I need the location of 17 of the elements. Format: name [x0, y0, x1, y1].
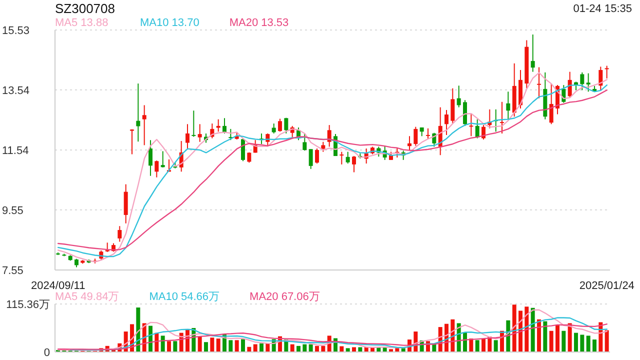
y-tick-label: 7.55 — [2, 265, 24, 277]
text: 01-24 15:35 — [573, 3, 632, 15]
text: MA5 13.88 — [55, 17, 110, 29]
text: MA20 13.53 — [229, 17, 289, 29]
text: MA10 54.66万 — [149, 290, 220, 304]
y-tick-label: 13.54 — [2, 84, 30, 97]
y-tick-label: 11.54 — [2, 145, 29, 157]
text: MA20 67.06万 — [250, 290, 320, 304]
chart-title: SZ300708 — [55, 1, 115, 16]
y-tick-label: 9.55 — [2, 204, 24, 217]
y-tick-label: 15.53 — [2, 25, 30, 37]
text: MA10 13.70 — [140, 17, 200, 29]
x-tick-label: 2024/09/11 — [30, 280, 86, 292]
x-tick-label: 2025/01/24 — [579, 280, 634, 292]
y-tick-label: 115.36万 — [6, 299, 50, 311]
text: MA5 49.84万 — [55, 290, 120, 304]
y-tick-label: 0 — [44, 347, 50, 359]
